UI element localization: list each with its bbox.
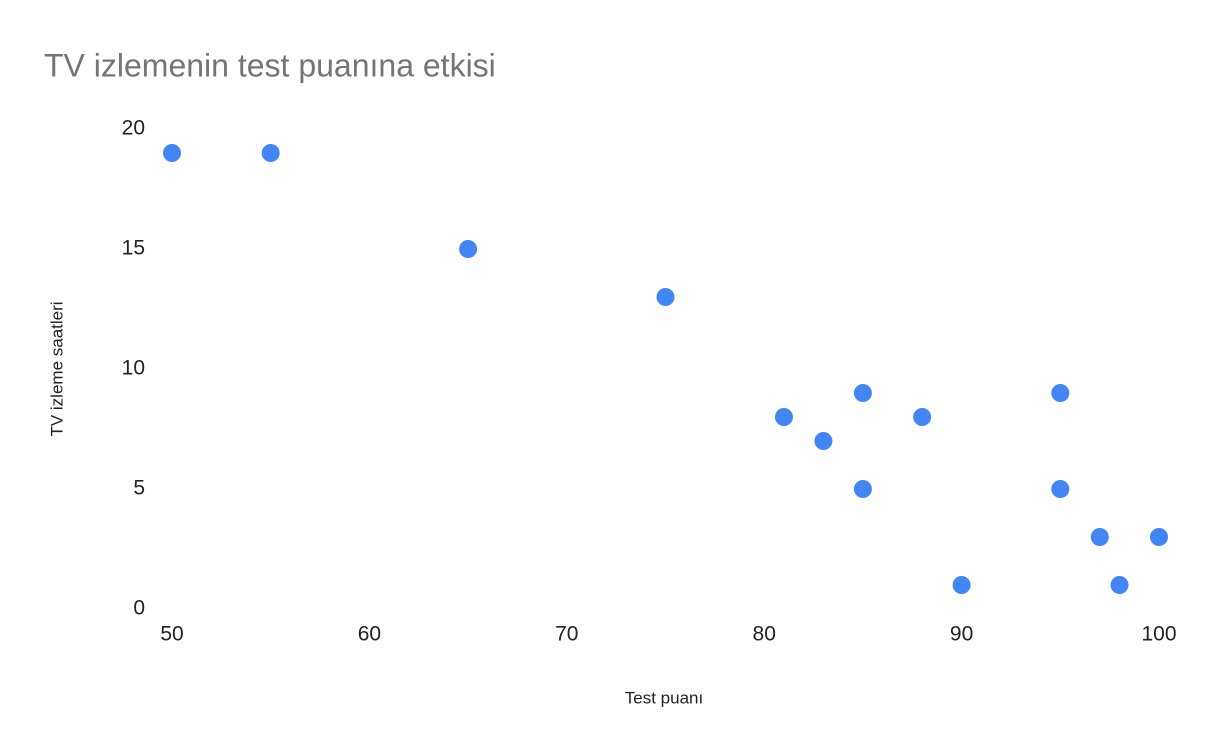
point — [814, 432, 833, 450]
point — [1051, 384, 1070, 402]
y-tick-label: 10 — [122, 357, 145, 380]
x-tick-label: 80 — [753, 623, 776, 646]
point — [853, 384, 872, 402]
point — [656, 288, 675, 306]
x-axis-label: Test puanı — [625, 688, 703, 707]
point — [913, 408, 932, 426]
x-tick-label: 100 — [1141, 623, 1176, 646]
y-tick-label: 15 — [122, 237, 145, 260]
point — [1051, 480, 1070, 498]
y-tick-label: 5 — [133, 477, 145, 500]
y-axis-label: TV izleme saatleri — [47, 301, 66, 436]
x-tick-label: 50 — [160, 623, 183, 646]
x-tick-label: 70 — [555, 623, 578, 646]
x-tick-label: 90 — [950, 623, 973, 646]
point — [1150, 528, 1168, 546]
point — [459, 240, 478, 258]
point — [1090, 528, 1109, 546]
point — [261, 144, 280, 162]
y-tick-label: 20 — [122, 117, 145, 140]
chart-title: TV izlemenin test puanına etkisi — [44, 47, 496, 83]
point — [774, 408, 793, 426]
point — [163, 144, 181, 162]
y-tick-label: 0 — [133, 597, 145, 620]
point — [1110, 576, 1129, 594]
point — [952, 576, 971, 594]
point — [853, 480, 872, 498]
x-tick-label: 60 — [358, 623, 381, 646]
